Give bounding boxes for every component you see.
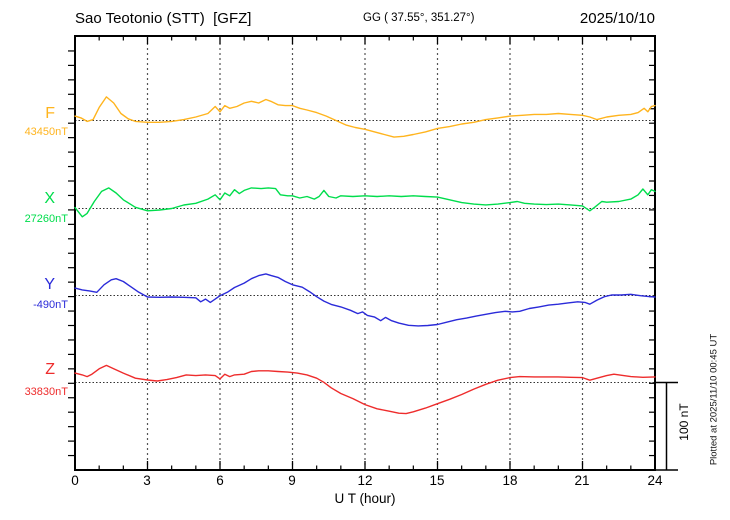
series-label-F: F [45,105,55,122]
x-tick-3: 3 [143,473,151,488]
trace-Y [74,273,656,327]
trace-F [74,96,656,138]
station-title: Sao Teotonio (STT) [GFZ] [75,10,252,27]
x-tick-6: 6 [216,473,224,488]
plotted-timestamp-note: Plotted at 2025/11/10 00:45 UT [708,333,720,466]
x-tick-21: 21 [574,473,590,488]
plot-date: 2025/10/10 [579,10,655,27]
series-label-Y: Y [44,276,55,293]
x-tick-0: 0 [71,473,79,488]
series-label-Z: Z [45,361,55,378]
series-baseline-Z: 33830nT [24,386,68,398]
x-axis-label: U T (hour) [334,491,396,506]
x-tick-9: 9 [288,473,296,488]
x-tick-12: 12 [357,473,373,488]
series-baseline-F: 43450nT [24,126,68,138]
series-baseline-Y: -490nT [33,299,68,311]
series-baseline-X: 27260nT [24,213,68,225]
trace-Z [74,364,656,415]
series-label-X: X [44,190,55,207]
x-tick-15: 15 [429,473,445,488]
x-tick-24: 24 [647,473,663,488]
trace-X [74,187,656,218]
plot-border [74,35,656,471]
x-tick-18: 18 [502,473,518,488]
geographic-coordinates: GG ( 37.55°, 351.27°) [363,12,475,24]
scale-bar-label: 100 nT [677,403,691,441]
